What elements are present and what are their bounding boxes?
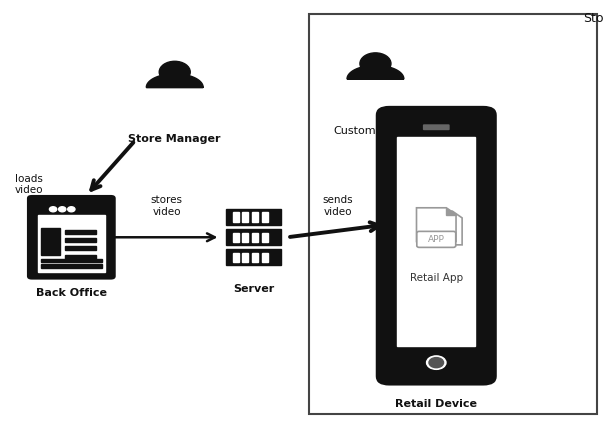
Bar: [262, 253, 268, 262]
FancyBboxPatch shape: [376, 106, 497, 385]
Bar: [38, 215, 105, 216]
Circle shape: [426, 356, 446, 369]
Bar: [65, 255, 96, 259]
FancyBboxPatch shape: [27, 195, 115, 279]
Bar: [242, 253, 248, 262]
Bar: [252, 233, 258, 242]
Polygon shape: [417, 208, 456, 242]
Bar: [41, 259, 102, 262]
Bar: [65, 230, 96, 234]
Bar: [41, 229, 60, 255]
Text: sends
video: sends video: [323, 195, 354, 217]
Bar: [242, 212, 248, 222]
FancyBboxPatch shape: [417, 232, 456, 247]
Bar: [233, 212, 239, 222]
Circle shape: [49, 207, 57, 212]
Bar: [233, 253, 239, 262]
Bar: [227, 229, 281, 245]
Text: looks at: looks at: [412, 133, 454, 143]
Text: stores
video: stores video: [150, 195, 183, 217]
Circle shape: [360, 53, 391, 74]
Bar: [65, 238, 96, 242]
Text: Back Office: Back Office: [36, 288, 107, 298]
Text: Retail App: Retail App: [410, 273, 463, 283]
Bar: [252, 212, 258, 222]
Polygon shape: [446, 208, 456, 215]
Bar: [227, 209, 281, 225]
Bar: [309, 14, 598, 414]
Text: APP: APP: [428, 235, 445, 244]
Bar: [41, 264, 102, 268]
Text: Retail Device: Retail Device: [395, 399, 477, 410]
Polygon shape: [423, 211, 462, 245]
Bar: [233, 233, 239, 242]
Circle shape: [429, 357, 444, 368]
Bar: [242, 233, 248, 242]
Text: Store Manager: Store Manager: [128, 134, 221, 144]
Polygon shape: [146, 74, 203, 87]
Text: Server: Server: [233, 284, 274, 293]
Text: loads
video: loads video: [15, 174, 43, 195]
Text: Customer: Customer: [333, 126, 387, 136]
Text: Sto: Sto: [583, 12, 604, 25]
Bar: [65, 246, 96, 250]
Bar: [38, 216, 105, 272]
Polygon shape: [347, 65, 404, 79]
Circle shape: [159, 61, 190, 83]
Circle shape: [59, 207, 66, 212]
Bar: [262, 233, 268, 242]
FancyBboxPatch shape: [423, 124, 450, 130]
Circle shape: [68, 207, 75, 212]
Bar: [252, 253, 258, 262]
Bar: [227, 249, 281, 265]
Bar: [397, 137, 475, 346]
Bar: [262, 212, 268, 222]
